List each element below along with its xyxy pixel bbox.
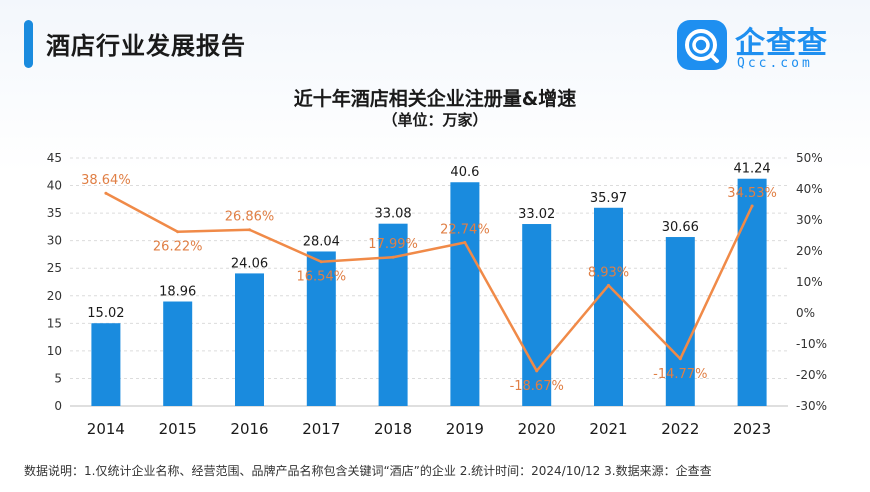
growth-data-label: 26.86%	[225, 210, 275, 225]
growth-point	[176, 230, 180, 234]
growth-data-label: 22.74%	[440, 223, 490, 238]
growth-point	[463, 241, 467, 245]
y-left-tick-label: 30	[47, 234, 62, 248]
x-tick-label: 2017	[302, 420, 340, 438]
growth-data-label: 38.64%	[81, 173, 131, 188]
growth-data-label: 16.54%	[297, 270, 347, 285]
growth-data-label: 8.93%	[588, 265, 629, 280]
bar	[594, 207, 623, 406]
x-tick-label: 2022	[661, 420, 699, 438]
growth-line	[105, 192, 754, 373]
y-right-tick-label: -30%	[796, 399, 827, 413]
growth-data-label: 34.53%	[727, 186, 777, 201]
x-tick-label: 2019	[446, 420, 484, 438]
x-tick-label: 2023	[733, 420, 771, 438]
y-left-tick-label: 40	[47, 179, 62, 193]
y-right-tick-label: 10%	[796, 275, 823, 289]
y-right-tick-label: -10%	[796, 337, 827, 351]
bar	[306, 251, 336, 406]
bar-data-label: 18.96	[159, 285, 196, 300]
page-title: 酒店行业发展报告	[46, 32, 246, 60]
growth-data-label: 26.22%	[153, 240, 203, 255]
bar-data-label: 30.66	[662, 220, 699, 235]
qcc-logo: 企查查 Qcc.com	[677, 18, 853, 74]
logo-name: 企查查	[735, 26, 828, 61]
y-left-tick-label: 15	[47, 316, 62, 330]
footnote: 数据说明：1.仅统计企业名称、经营范围、品牌产品名称包含关键词“酒店”的企业 2…	[24, 464, 712, 478]
y-left-tick-label: 35	[47, 206, 62, 220]
growth-point	[391, 255, 395, 259]
x-tick-label: 2021	[589, 420, 627, 438]
bar	[665, 237, 695, 406]
bar	[522, 224, 552, 406]
y-left-tick-label: 25	[47, 261, 62, 275]
bar	[235, 273, 264, 406]
y-left-tick-label: 45	[47, 151, 62, 165]
bar-data-label: 28.04	[303, 234, 340, 249]
x-tick-label: 2015	[159, 420, 197, 438]
y-left-tick-label: 10	[47, 344, 62, 358]
growth-point	[104, 191, 108, 195]
y-left-tick-label: 20	[47, 289, 62, 303]
bar-data-label: 15.02	[87, 306, 124, 321]
qcc-logo-icon	[677, 20, 727, 70]
growth-data-label: -14.77%	[653, 367, 707, 382]
x-tick-label: 2018	[374, 420, 412, 438]
bar	[91, 323, 121, 406]
y-right-tick-label: 20%	[796, 244, 823, 258]
growth-point	[248, 228, 251, 232]
y-right-tick-label: 30%	[796, 213, 823, 227]
x-tick-label: 2020	[518, 420, 556, 438]
y-left-tick-label: 0	[54, 399, 62, 413]
bar	[450, 182, 480, 406]
growth-point	[535, 369, 539, 373]
bar-data-label: 35.97	[590, 191, 627, 206]
growth-data-label: -18.67%	[510, 379, 564, 394]
chart-title: 近十年酒店相关企业注册量&增速	[293, 88, 577, 110]
bar-data-label: 40.6	[450, 165, 479, 180]
x-tick-label: 2014	[87, 420, 125, 438]
growth-point	[750, 204, 754, 208]
y-right-tick-label: 50%	[796, 151, 823, 165]
chart-subtitle: （单位：万家）	[382, 111, 488, 129]
bar	[737, 178, 767, 406]
growth-data-label: 17.99%	[368, 237, 418, 252]
bar-data-label: 33.08	[374, 207, 411, 222]
bar-data-label: 33.02	[518, 207, 555, 222]
logo-domain: Qcc.com	[737, 56, 813, 71]
growth-point	[678, 357, 682, 361]
bar-data-label: 24.06	[231, 256, 268, 271]
y-right-tick-label: 40%	[796, 182, 823, 196]
y-right-tick-label: -20%	[796, 368, 827, 382]
y-right-tick-label: 0%	[796, 306, 815, 320]
growth-point	[319, 260, 323, 264]
x-tick-label: 2016	[230, 420, 268, 438]
bar-data-label: 41.24	[733, 162, 770, 177]
header-accent-bar	[24, 20, 33, 68]
growth-point	[607, 283, 610, 287]
y-left-tick-label: 5	[54, 371, 62, 385]
bar	[163, 301, 193, 406]
